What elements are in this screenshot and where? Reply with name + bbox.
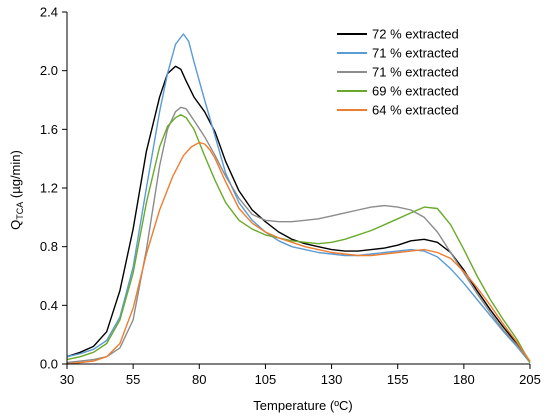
legend-label: 64 % extracted [372, 103, 459, 118]
legend-label: 69 % extracted [372, 84, 459, 99]
y-axis-title: QTCA (µg/min) [8, 150, 25, 230]
y-axis-ticks: 0.0 0.4 0.8 1.2 1.6 2.0 2.4 [40, 5, 67, 372]
x-tick-label: 55 [126, 372, 140, 387]
legend: 72 % extracted 71 % extracted 71 % extract… [337, 27, 459, 118]
y-tick-label: 0.8 [40, 239, 58, 254]
y-tick-label: 1.6 [40, 122, 58, 137]
legend-label: 72 % extracted [372, 27, 459, 42]
series-line-2 [66, 33, 531, 363]
x-tick-label: 155 [387, 372, 409, 387]
legend-label: 71 % extracted [372, 65, 459, 80]
x-axis-title: Temperature (ºC) [253, 398, 352, 413]
y-axis-title-unit: (µg/min) [8, 150, 23, 202]
x-tick-label: 80 [192, 372, 206, 387]
series-line-4 [66, 114, 531, 363]
y-tick-label: 0.0 [40, 357, 58, 372]
x-tick-label: 180 [453, 372, 475, 387]
y-tick-label: 0.4 [40, 298, 58, 313]
x-axis-ticks: 30 55 80 105 130 155 180 205 [60, 364, 541, 387]
y-tick-label: 2.0 [40, 63, 58, 78]
y-axis-title-sub: TCA [15, 202, 25, 220]
x-tick-label: 30 [60, 372, 74, 387]
x-tick-label: 205 [519, 372, 541, 387]
series-line-3 [66, 106, 531, 364]
series-lines [66, 33, 531, 365]
x-tick-label: 105 [255, 372, 277, 387]
y-tick-label: 2.4 [40, 5, 58, 20]
legend-label: 71 % extracted [372, 46, 459, 61]
series-line-1 [66, 65, 531, 363]
series-line-5 [66, 141, 531, 365]
y-axis-title-main: Q [8, 220, 23, 230]
y-tick-label: 1.2 [40, 181, 58, 196]
x-tick-label: 130 [321, 372, 343, 387]
